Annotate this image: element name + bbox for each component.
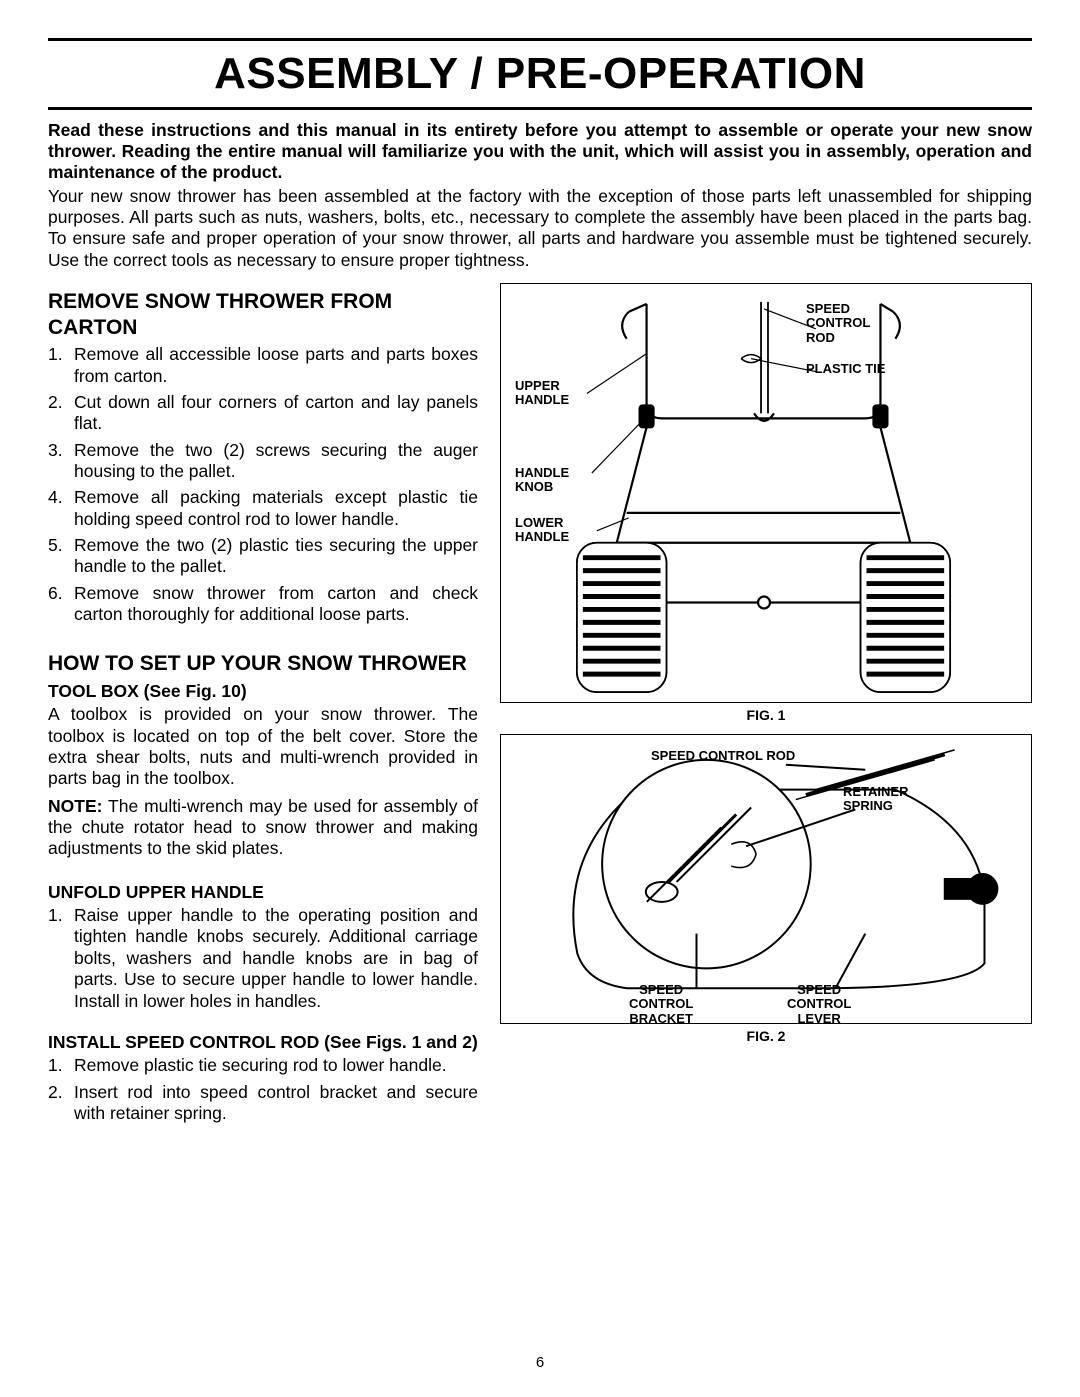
- list-item: 4.Remove all packing materials except pl…: [48, 487, 478, 530]
- callout-text: HANDLEKNOB: [515, 465, 569, 494]
- list-text: Remove plastic tie securing rod to lower…: [74, 1055, 478, 1076]
- list-text: Remove the two (2) screws securing the a…: [74, 440, 478, 483]
- list-item: 1.Raise upper handle to the operating po…: [48, 905, 478, 1012]
- page-number: 6: [48, 1354, 1032, 1372]
- note-text: The multi-wrench may be used for assembl…: [48, 796, 478, 859]
- list-num: 2.: [48, 1082, 74, 1125]
- list-item: 1.Remove all accessible loose parts and …: [48, 344, 478, 387]
- list-text: Remove the two (2) plastic ties securing…: [74, 535, 478, 578]
- list-num: 3.: [48, 440, 74, 483]
- section-heading-setup: HOW TO SET UP YOUR SNOW THROWER: [48, 651, 478, 677]
- unfold-list: 1.Raise upper handle to the operating po…: [48, 905, 478, 1012]
- install-rod-list: 1.Remove plastic tie securing rod to low…: [48, 1055, 478, 1124]
- rule-bottom: [48, 107, 1032, 110]
- figure-2-illustration: [501, 735, 1031, 1023]
- figure-1-box: SPEEDCONTROLROD PLASTIC TIE UPPERHANDLE …: [500, 283, 1032, 703]
- list-item: 3.Remove the two (2) screws securing the…: [48, 440, 478, 483]
- list-item: 6.Remove snow thrower from carton and ch…: [48, 583, 478, 626]
- list-num: 2.: [48, 392, 74, 435]
- list-text: Remove snow thrower from carton and chec…: [74, 583, 478, 626]
- callout-plastic-tie: PLASTIC TIE: [806, 362, 885, 376]
- callout-handle-knob: HANDLEKNOB: [515, 466, 569, 495]
- callout-text: SPEEDCONTROLLEVER: [787, 982, 851, 1026]
- callout-text: LOWERHANDLE: [515, 515, 569, 544]
- list-num: 6.: [48, 583, 74, 626]
- figure-2-caption: FIG. 2: [500, 1028, 1032, 1045]
- note-label: NOTE:: [48, 796, 102, 816]
- callout-text: SPEEDCONTROLBRACKET: [629, 982, 693, 1026]
- figure-1-illustration: [501, 284, 1031, 702]
- two-column-layout: REMOVE SNOW THROWER FROM CARTON 1.Remove…: [48, 283, 1032, 1134]
- callout-upper-handle: UPPERHANDLE: [515, 379, 569, 408]
- callout-speed-control-rod-2: SPEED CONTROL ROD: [651, 749, 795, 763]
- list-text: Cut down all four corners of carton and …: [74, 392, 478, 435]
- list-text: Remove all accessible loose parts and pa…: [74, 344, 478, 387]
- note-paragraph: NOTE: The multi-wrench may be used for a…: [48, 796, 478, 860]
- subheading-unfold: UNFOLD UPPER HANDLE: [48, 882, 478, 903]
- toolbox-paragraph: A toolbox is provided on your snow throw…: [48, 704, 478, 789]
- list-text: Raise upper handle to the operating posi…: [74, 905, 478, 1012]
- list-text: Remove all packing materials except plas…: [74, 487, 478, 530]
- callout-text: PLASTIC TIE: [806, 361, 885, 376]
- callout-lower-handle: LOWERHANDLE: [515, 516, 569, 545]
- callout-text: SPEEDCONTROLROD: [806, 301, 870, 345]
- left-column: REMOVE SNOW THROWER FROM CARTON 1.Remove…: [48, 283, 478, 1134]
- callout-text: SPEED CONTROL ROD: [651, 748, 795, 763]
- list-item: 2.Cut down all four corners of carton an…: [48, 392, 478, 435]
- callout-retainer-spring: RETAINERSPRING: [843, 785, 908, 814]
- list-num: 1.: [48, 905, 74, 1012]
- callout-text: RETAINERSPRING: [843, 784, 908, 813]
- section-heading-remove: REMOVE SNOW THROWER FROM CARTON: [48, 289, 478, 340]
- intro-paragraph: Your new snow thrower has been assembled…: [48, 186, 1032, 271]
- list-text: Insert rod into speed control bracket an…: [74, 1082, 478, 1125]
- subheading-toolbox: TOOL BOX (See Fig. 10): [48, 681, 478, 702]
- list-num: 1.: [48, 344, 74, 387]
- list-item: 1.Remove plastic tie securing rod to low…: [48, 1055, 478, 1076]
- page-title: ASSEMBLY / PRE-OPERATION: [48, 47, 1032, 101]
- subheading-install-rod: INSTALL SPEED CONTROL ROD (See Figs. 1 a…: [48, 1032, 478, 1053]
- list-num: 1.: [48, 1055, 74, 1076]
- right-column: SPEEDCONTROLROD PLASTIC TIE UPPERHANDLE …: [500, 283, 1032, 1134]
- callout-speed-control-bracket: SPEEDCONTROLBRACKET: [629, 983, 693, 1026]
- intro-bold-paragraph: Read these instructions and this manual …: [48, 120, 1032, 184]
- callout-speed-control-rod: SPEEDCONTROLROD: [806, 302, 870, 345]
- figure-1-caption: FIG. 1: [500, 707, 1032, 724]
- list-num: 5.: [48, 535, 74, 578]
- figure-2-box: SPEED CONTROL ROD RETAINERSPRING SPEEDCO…: [500, 734, 1032, 1024]
- list-item: 5.Remove the two (2) plastic ties securi…: [48, 535, 478, 578]
- list-num: 4.: [48, 487, 74, 530]
- callout-speed-control-lever: SPEEDCONTROLLEVER: [787, 983, 851, 1026]
- list-item: 2.Insert rod into speed control bracket …: [48, 1082, 478, 1125]
- callout-text: UPPERHANDLE: [515, 378, 569, 407]
- rule-top: [48, 38, 1032, 41]
- remove-carton-list: 1.Remove all accessible loose parts and …: [48, 344, 478, 625]
